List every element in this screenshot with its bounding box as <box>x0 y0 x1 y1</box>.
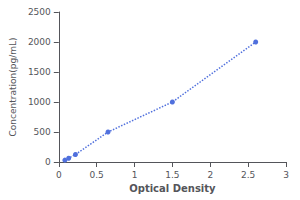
svg-text:1000: 1000 <box>28 97 51 107</box>
svg-text:3: 3 <box>283 170 289 180</box>
svg-text:Optical Density: Optical Density <box>129 183 216 194</box>
svg-text:2000: 2000 <box>28 37 51 47</box>
svg-text:0: 0 <box>45 157 51 167</box>
svg-text:1: 1 <box>132 170 138 180</box>
svg-text:Concentration(pg/mL): Concentration(pg/mL) <box>8 38 18 137</box>
svg-text:2.5: 2.5 <box>241 170 255 180</box>
svg-text:1.5: 1.5 <box>165 170 179 180</box>
svg-text:2: 2 <box>207 170 213 180</box>
svg-text:2500: 2500 <box>28 7 51 17</box>
svg-text:1500: 1500 <box>28 67 51 77</box>
svg-text:0.5: 0.5 <box>90 170 104 180</box>
svg-text:500: 500 <box>34 127 51 137</box>
svg-text:0: 0 <box>56 170 62 180</box>
